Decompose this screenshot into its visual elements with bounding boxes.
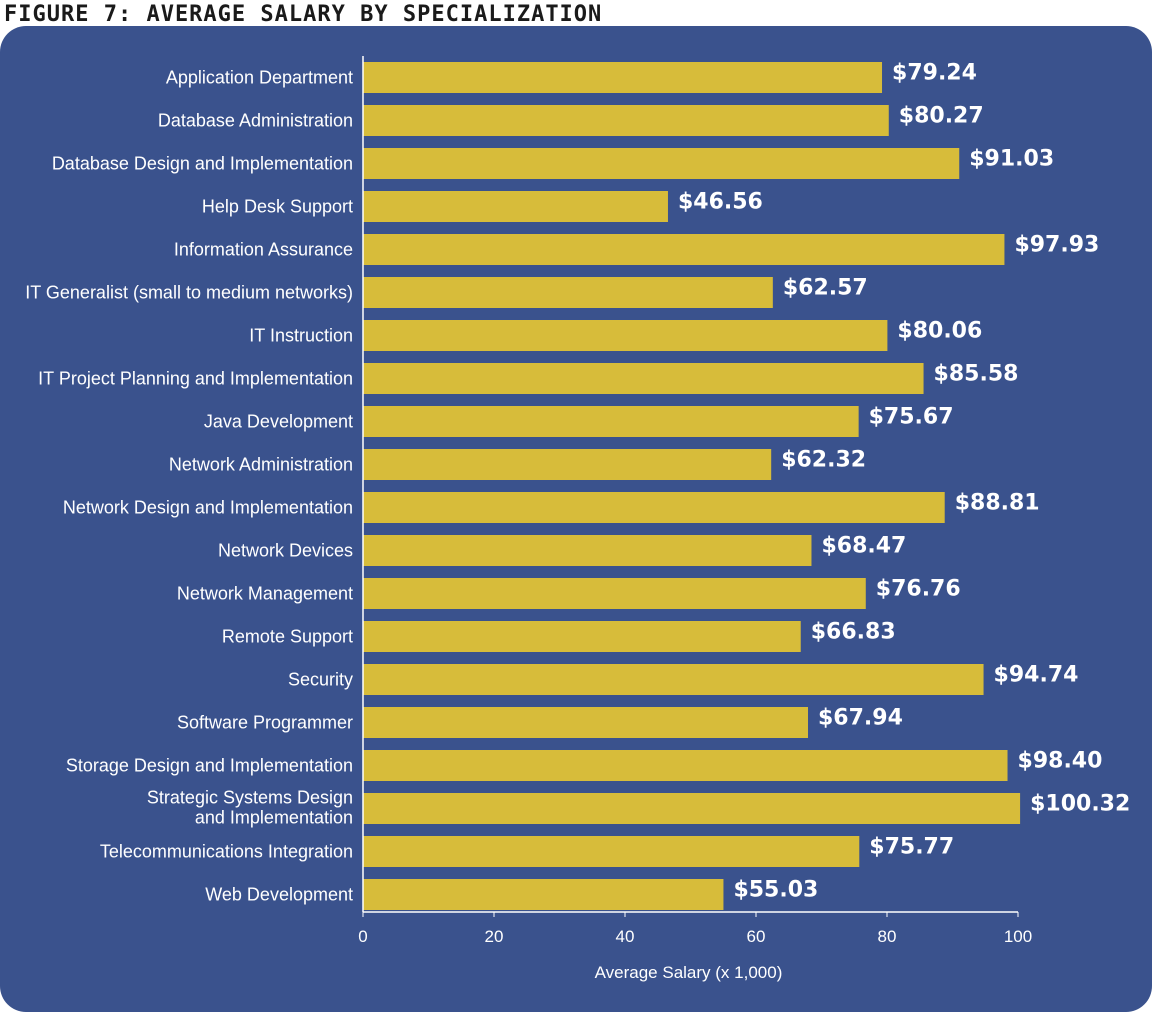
value-label-18: $75.77	[869, 835, 954, 860]
category-label-2: Database Design and Implementation	[52, 154, 353, 174]
category-label-4: Information Assurance	[174, 240, 353, 260]
value-label-16: $98.40	[1018, 749, 1103, 774]
bar-16	[363, 750, 1008, 781]
value-label-3: $46.56	[678, 190, 763, 215]
x-tick-label-3: 60	[747, 927, 766, 946]
bar-5	[363, 277, 773, 308]
bar-11	[363, 535, 812, 566]
category-label-15: Software Programmer	[177, 713, 353, 733]
bar-17	[363, 793, 1021, 824]
value-label-2: $91.03	[969, 147, 1054, 172]
value-label-0: $79.24	[892, 61, 977, 86]
category-label-6: IT Instruction	[249, 326, 353, 346]
value-label-9: $62.32	[781, 448, 866, 473]
value-label-14: $94.74	[994, 663, 1079, 688]
category-label-0: Application Department	[166, 68, 353, 88]
category-label-8: Java Development	[204, 412, 353, 432]
value-label-15: $67.94	[818, 706, 903, 731]
category-label-13: Remote Support	[222, 627, 353, 647]
bar-19	[363, 879, 724, 910]
x-tick-label-1: 20	[485, 927, 504, 946]
bar-3	[363, 191, 668, 222]
value-label-13: $66.83	[811, 620, 896, 645]
category-label-7: IT Project Planning and Implementation	[38, 369, 353, 389]
category-label-10: Network Design and Implementation	[63, 498, 353, 518]
category-label-19: Web Development	[205, 885, 353, 905]
x-axis-title: Average Salary (x 1,000)	[595, 963, 783, 982]
x-tick-label-2: 40	[616, 927, 635, 946]
category-label-17: Strategic Systems Design and Implementati…	[147, 788, 353, 828]
value-label-10: $88.81	[955, 491, 1040, 516]
bar-0	[363, 62, 883, 93]
value-label-4: $97.93	[1014, 233, 1099, 258]
value-label-17: $100.32	[1030, 792, 1130, 817]
value-label-5: $62.57	[783, 276, 868, 301]
category-label-18: Telecommunications Integration	[100, 842, 353, 862]
value-label-12: $76.76	[876, 577, 961, 602]
bar-9	[363, 449, 772, 480]
bar-10	[363, 492, 945, 523]
value-label-6: $80.06	[897, 319, 982, 344]
bar-1	[363, 105, 889, 136]
bar-2	[363, 148, 960, 179]
value-label-11: $68.47	[821, 534, 906, 559]
x-tick-label-4: 80	[878, 927, 897, 946]
category-label-3: Help Desk Support	[202, 197, 353, 217]
bar-6	[363, 320, 888, 351]
category-label-5: IT Generalist (small to medium networks)	[25, 283, 353, 303]
bar-7	[363, 363, 924, 394]
bar-12	[363, 578, 866, 609]
category-label-9: Network Administration	[169, 455, 353, 475]
category-label-11: Network Devices	[218, 541, 353, 561]
bar-15	[363, 707, 809, 738]
x-tick-label-0: 0	[358, 927, 367, 946]
category-label-12: Network Management	[177, 584, 353, 604]
bar-4	[363, 234, 1005, 265]
category-label-1: Database Administration	[158, 111, 353, 131]
bar-18	[363, 836, 860, 867]
value-label-19: $55.03	[733, 878, 818, 903]
figure-title: FIGURE 7: AVERAGE SALARY BY SPECIALIZATI…	[4, 2, 603, 27]
value-label-8: $75.67	[869, 405, 954, 430]
bar-13	[363, 621, 801, 652]
value-label-1: $80.27	[899, 104, 984, 129]
bar-14	[363, 664, 984, 695]
bar-8	[363, 406, 859, 437]
value-label-7: $85.58	[934, 362, 1019, 387]
category-label-16: Storage Design and Implementation	[66, 756, 353, 776]
category-label-14: Security	[288, 670, 353, 690]
x-tick-label-5: 100	[1004, 927, 1032, 946]
